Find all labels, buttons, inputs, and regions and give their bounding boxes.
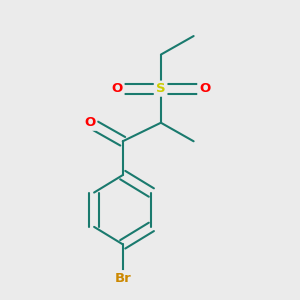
Text: O: O <box>199 82 210 95</box>
Text: O: O <box>84 116 96 129</box>
Text: S: S <box>156 82 166 95</box>
Text: Br: Br <box>114 272 131 285</box>
Text: O: O <box>112 82 123 95</box>
